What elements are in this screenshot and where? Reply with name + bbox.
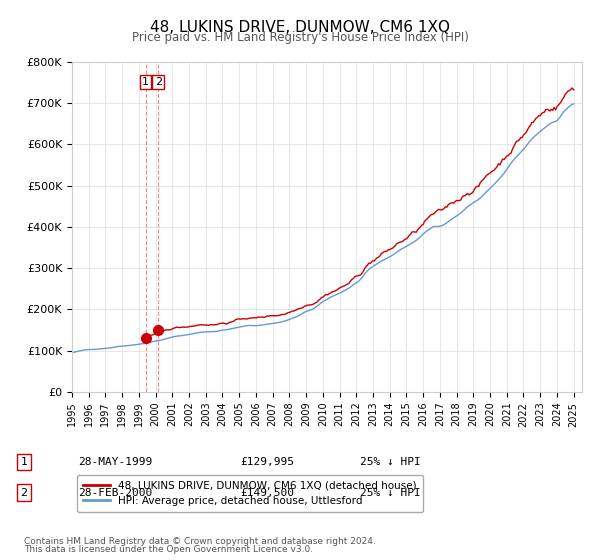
Text: Contains HM Land Registry data © Crown copyright and database right 2024.: Contains HM Land Registry data © Crown c… (24, 537, 376, 546)
Text: £149,500: £149,500 (240, 488, 294, 498)
Text: 2: 2 (155, 77, 162, 87)
Legend: 48, LUKINS DRIVE, DUNMOW, CM6 1XQ (detached house), HPI: Average price, detached: 48, LUKINS DRIVE, DUNMOW, CM6 1XQ (detac… (77, 475, 423, 512)
Text: £129,995: £129,995 (240, 457, 294, 467)
Text: 1: 1 (20, 457, 28, 467)
Text: 2: 2 (20, 488, 28, 498)
Text: 48, LUKINS DRIVE, DUNMOW, CM6 1XQ: 48, LUKINS DRIVE, DUNMOW, CM6 1XQ (150, 20, 450, 35)
Text: Price paid vs. HM Land Registry's House Price Index (HPI): Price paid vs. HM Land Registry's House … (131, 31, 469, 44)
Text: 28-MAY-1999: 28-MAY-1999 (78, 457, 152, 467)
Text: 25% ↓ HPI: 25% ↓ HPI (360, 457, 421, 467)
Text: 1: 1 (142, 77, 149, 87)
Text: This data is licensed under the Open Government Licence v3.0.: This data is licensed under the Open Gov… (24, 545, 313, 554)
Text: 25% ↓ HPI: 25% ↓ HPI (360, 488, 421, 498)
Text: 28-FEB-2000: 28-FEB-2000 (78, 488, 152, 498)
